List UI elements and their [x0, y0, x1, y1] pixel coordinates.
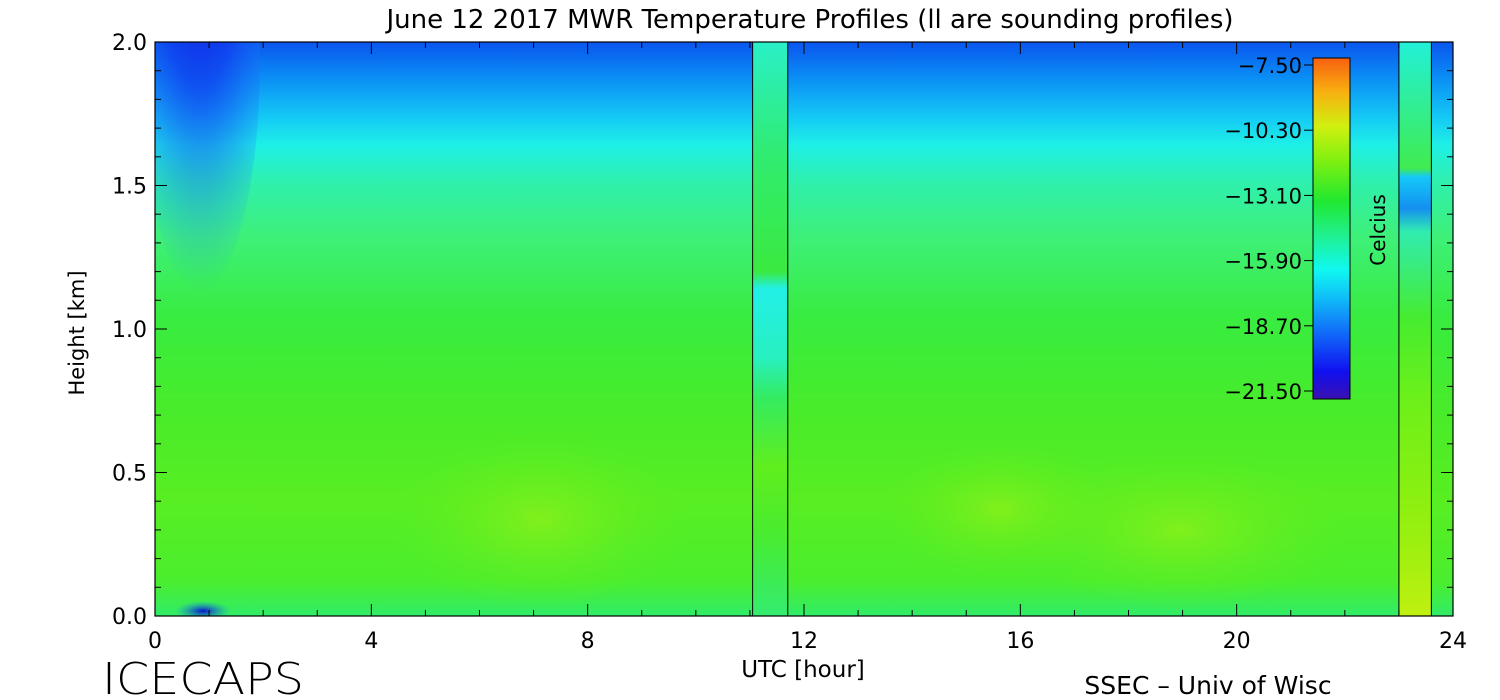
- colorbar: −7.50 −10.30 −13.10 −15.90 −18.70 −21.50 Celc…: [1224, 54, 1390, 404]
- plot-axes: 0.0 0.5 1.0 1.5 2.0 0 4 8 12 16 20 24: [112, 31, 1467, 654]
- footer-left-label: ICECAPS: [102, 654, 304, 700]
- x-axis-label: UTC [hour]: [741, 657, 865, 683]
- sounding-strip: [1398, 42, 1432, 616]
- x-tick-label: 16: [1006, 629, 1034, 654]
- colorbar-ticks: −7.50 −10.30 −13.10 −15.90 −18.70 −21.50: [1224, 54, 1313, 404]
- colorbar-tick-label: −10.30: [1224, 119, 1302, 143]
- colorbar-tick-label: −15.90: [1224, 250, 1302, 274]
- y-tick-label: 1.0: [112, 318, 147, 343]
- colorbar-gradient: [1312, 57, 1351, 400]
- colorbar-tick-label: −21.50: [1224, 380, 1302, 404]
- y-tick-label: 1.5: [112, 175, 147, 200]
- x-tick-label: 24: [1439, 629, 1467, 654]
- x-tick-label: 12: [790, 629, 818, 654]
- y-tick-label: 0.0: [112, 605, 147, 630]
- colorbar-tick-label: −7.50: [1238, 54, 1302, 78]
- colorbar-label: Celcius: [1366, 194, 1390, 265]
- colorbar-tick-label: −18.70: [1224, 315, 1302, 339]
- x-tick-label: 20: [1223, 629, 1251, 654]
- x-tick-label: 8: [581, 629, 595, 654]
- y-tick-label: 0.5: [112, 462, 147, 487]
- sounding-profiles: [752, 42, 1432, 616]
- y-tick-label: 2.0: [112, 31, 147, 56]
- chart-title: June 12 2017 MWR Temperature Profiles (l…: [384, 5, 1233, 35]
- y-axis-label: Height [km]: [65, 270, 89, 395]
- colorbar-tick-label: −13.10: [1224, 184, 1302, 208]
- footer-right-label: SSEC – Univ of Wisc: [1084, 671, 1331, 700]
- heatmap-field: [155, 42, 1453, 616]
- x-tick-label: 0: [148, 629, 162, 654]
- sounding-strip: [752, 42, 788, 616]
- x-tick-label: 4: [364, 629, 378, 654]
